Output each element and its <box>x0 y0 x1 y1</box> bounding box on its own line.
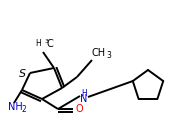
Text: NH: NH <box>8 102 22 112</box>
Text: H: H <box>35 39 41 49</box>
Text: 3: 3 <box>45 39 49 44</box>
Text: 3: 3 <box>107 52 111 60</box>
Text: S: S <box>20 69 27 79</box>
Text: 2: 2 <box>22 106 26 114</box>
Text: N: N <box>80 94 88 104</box>
Text: C: C <box>47 39 53 49</box>
Text: CH: CH <box>92 48 106 58</box>
Text: H: H <box>81 88 87 98</box>
Text: O: O <box>75 104 83 114</box>
